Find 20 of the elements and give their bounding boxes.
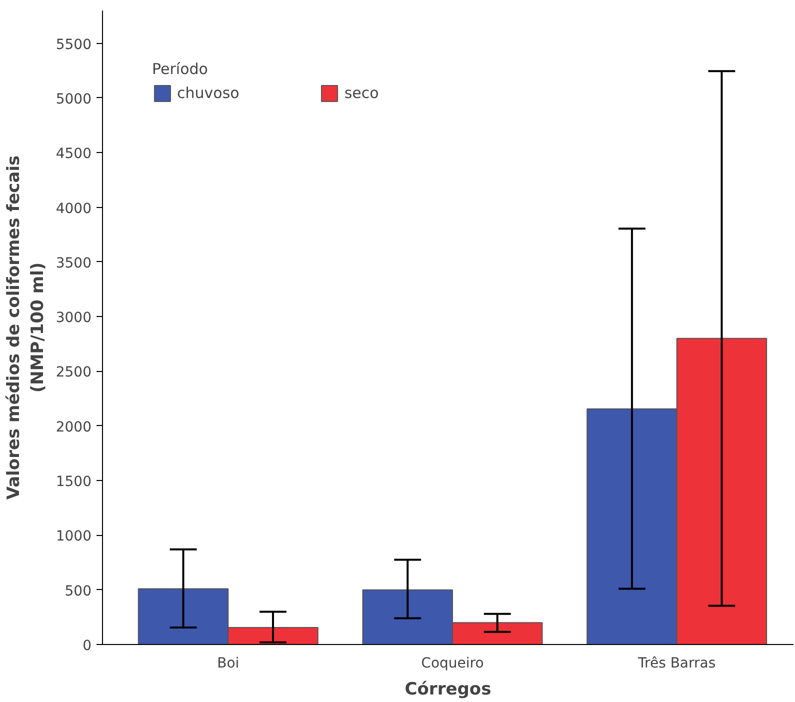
x-tick-label: Boi	[217, 656, 240, 672]
legend-title: Período	[152, 60, 209, 78]
legend-label: seco	[344, 84, 379, 102]
y-tick-label: 500	[64, 583, 92, 600]
y-tick-label: 3500	[56, 255, 92, 272]
y-tick-label: 2500	[56, 364, 92, 381]
y-tick-label: 0	[82, 638, 92, 654]
y-axis-title: Valores médios de coliformes fecais (NMP/100 ml)	[4, 155, 48, 500]
x-tick-label: Três Barras	[637, 656, 716, 672]
y-tick-label: 4500	[56, 146, 92, 162]
y-tick-label: 5500	[56, 36, 92, 53]
y-tick-label: 1500	[56, 474, 92, 490]
y-tick-label: 4000	[56, 200, 92, 217]
y-tick-label: 3000	[56, 310, 92, 326]
y-tick-label: 5000	[56, 91, 92, 108]
y-tick-label: 2000	[56, 419, 92, 436]
y-tick-label: 1000	[56, 528, 92, 545]
x-tick-label: Coqueiro	[421, 656, 484, 672]
legend-label: chuvoso	[177, 84, 240, 102]
x-axis-title: Córregos	[404, 680, 492, 700]
